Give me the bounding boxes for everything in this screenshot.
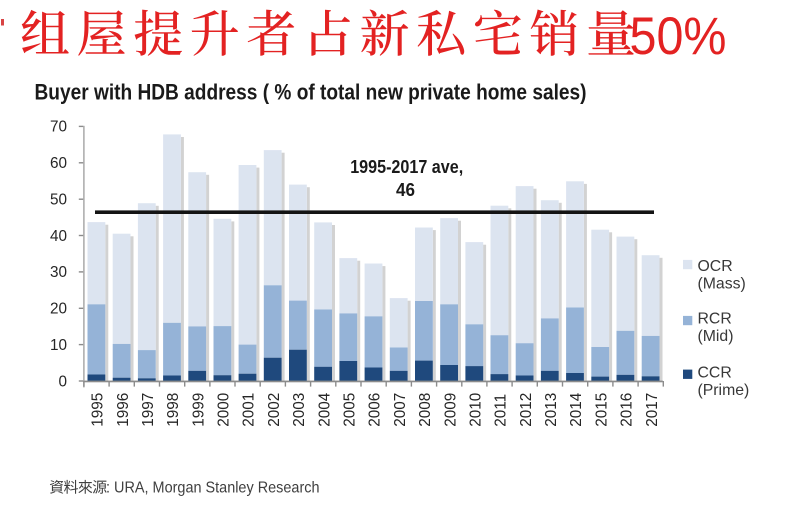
svg-text:(Prime): (Prime) [698, 382, 750, 399]
svg-text:OCR: OCR [698, 258, 733, 275]
svg-text:2006: 2006 [367, 393, 384, 427]
svg-text:2001: 2001 [241, 393, 258, 427]
svg-text:1999: 1999 [190, 393, 207, 427]
svg-text:1996: 1996 [115, 393, 132, 427]
svg-text:2012: 2012 [518, 393, 535, 427]
svg-text:20: 20 [50, 301, 67, 318]
svg-text:2000: 2000 [216, 393, 233, 427]
svg-text:1995: 1995 [90, 393, 107, 427]
svg-text:RCR: RCR [698, 311, 732, 328]
svg-text:: URA, Morgan Stanley Research: : URA, Morgan Stanley Research [106, 479, 320, 496]
svg-text:30: 30 [50, 264, 67, 281]
svg-text:1997: 1997 [140, 393, 157, 427]
svg-text:1998: 1998 [165, 393, 182, 427]
svg-text:50%: 50% [630, 7, 727, 66]
svg-text:50: 50 [50, 192, 67, 209]
svg-text:2003: 2003 [291, 393, 308, 427]
svg-text:2008: 2008 [417, 393, 434, 427]
svg-text:2011: 2011 [493, 394, 510, 427]
svg-text:(Mass): (Mass) [698, 276, 746, 293]
svg-text:2009: 2009 [442, 393, 459, 427]
svg-text:2014: 2014 [568, 392, 585, 427]
svg-text:46: 46 [396, 179, 415, 200]
svg-text:2017: 2017 [644, 393, 661, 427]
svg-text:2013: 2013 [543, 393, 560, 427]
svg-text:2005: 2005 [342, 393, 359, 427]
svg-text:2016: 2016 [619, 393, 636, 427]
svg-text:0: 0 [58, 373, 67, 390]
svg-text:1995-2017 ave,: 1995-2017 ave, [350, 156, 463, 177]
svg-text:(Mid): (Mid) [698, 328, 734, 345]
svg-text:70: 70 [50, 119, 67, 136]
svg-text:2015: 2015 [593, 393, 610, 427]
svg-text:Buyer with HDB address ( % of: Buyer with HDB address ( % of total new … [35, 80, 587, 105]
svg-text:60: 60 [50, 155, 67, 172]
svg-text:2010: 2010 [467, 393, 484, 427]
svg-text:2004: 2004 [316, 392, 333, 427]
svg-text:CCR: CCR [698, 365, 732, 382]
svg-text:2002: 2002 [266, 393, 283, 427]
svg-text:2007: 2007 [392, 393, 409, 427]
svg-text:40: 40 [50, 228, 67, 245]
svg-text:10: 10 [50, 337, 67, 354]
